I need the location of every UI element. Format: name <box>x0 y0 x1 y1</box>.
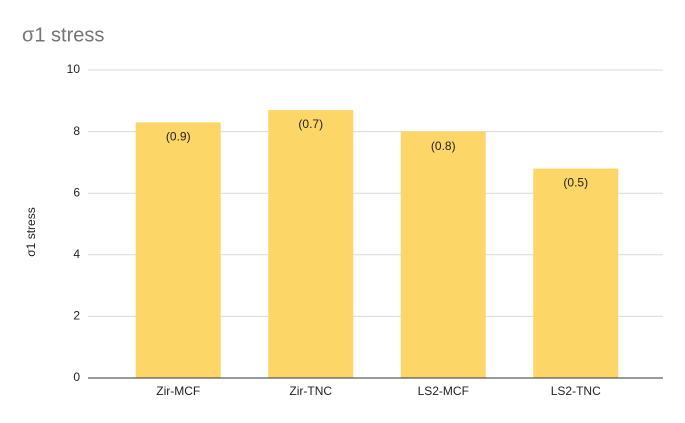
y-tick-label: 8 <box>73 124 80 138</box>
x-tick-label: LS2-TNC <box>551 384 601 398</box>
y-tick-label: 10 <box>67 62 81 76</box>
bar-label: (0.8) <box>431 139 456 153</box>
bar <box>533 168 619 378</box>
y-tick-label: 2 <box>73 309 80 323</box>
bar <box>135 122 221 378</box>
chart-title: σ1 stress <box>22 24 104 46</box>
bar-label: (0.5) <box>563 176 588 190</box>
x-tick-label: Zir-MCF <box>156 384 200 398</box>
bar-label: (0.7) <box>298 117 323 131</box>
y-tick-label: 6 <box>73 185 80 199</box>
bar-label: (0.9) <box>166 130 191 144</box>
x-tick-label: Zir-TNC <box>289 384 332 398</box>
y-tick-label: 4 <box>73 247 80 261</box>
bar <box>268 110 354 378</box>
bar <box>400 131 486 378</box>
y-axis-label: σ1 stress <box>24 207 38 256</box>
x-tick-label: LS2-MCF <box>418 384 469 398</box>
y-tick-label: 0 <box>73 370 80 384</box>
